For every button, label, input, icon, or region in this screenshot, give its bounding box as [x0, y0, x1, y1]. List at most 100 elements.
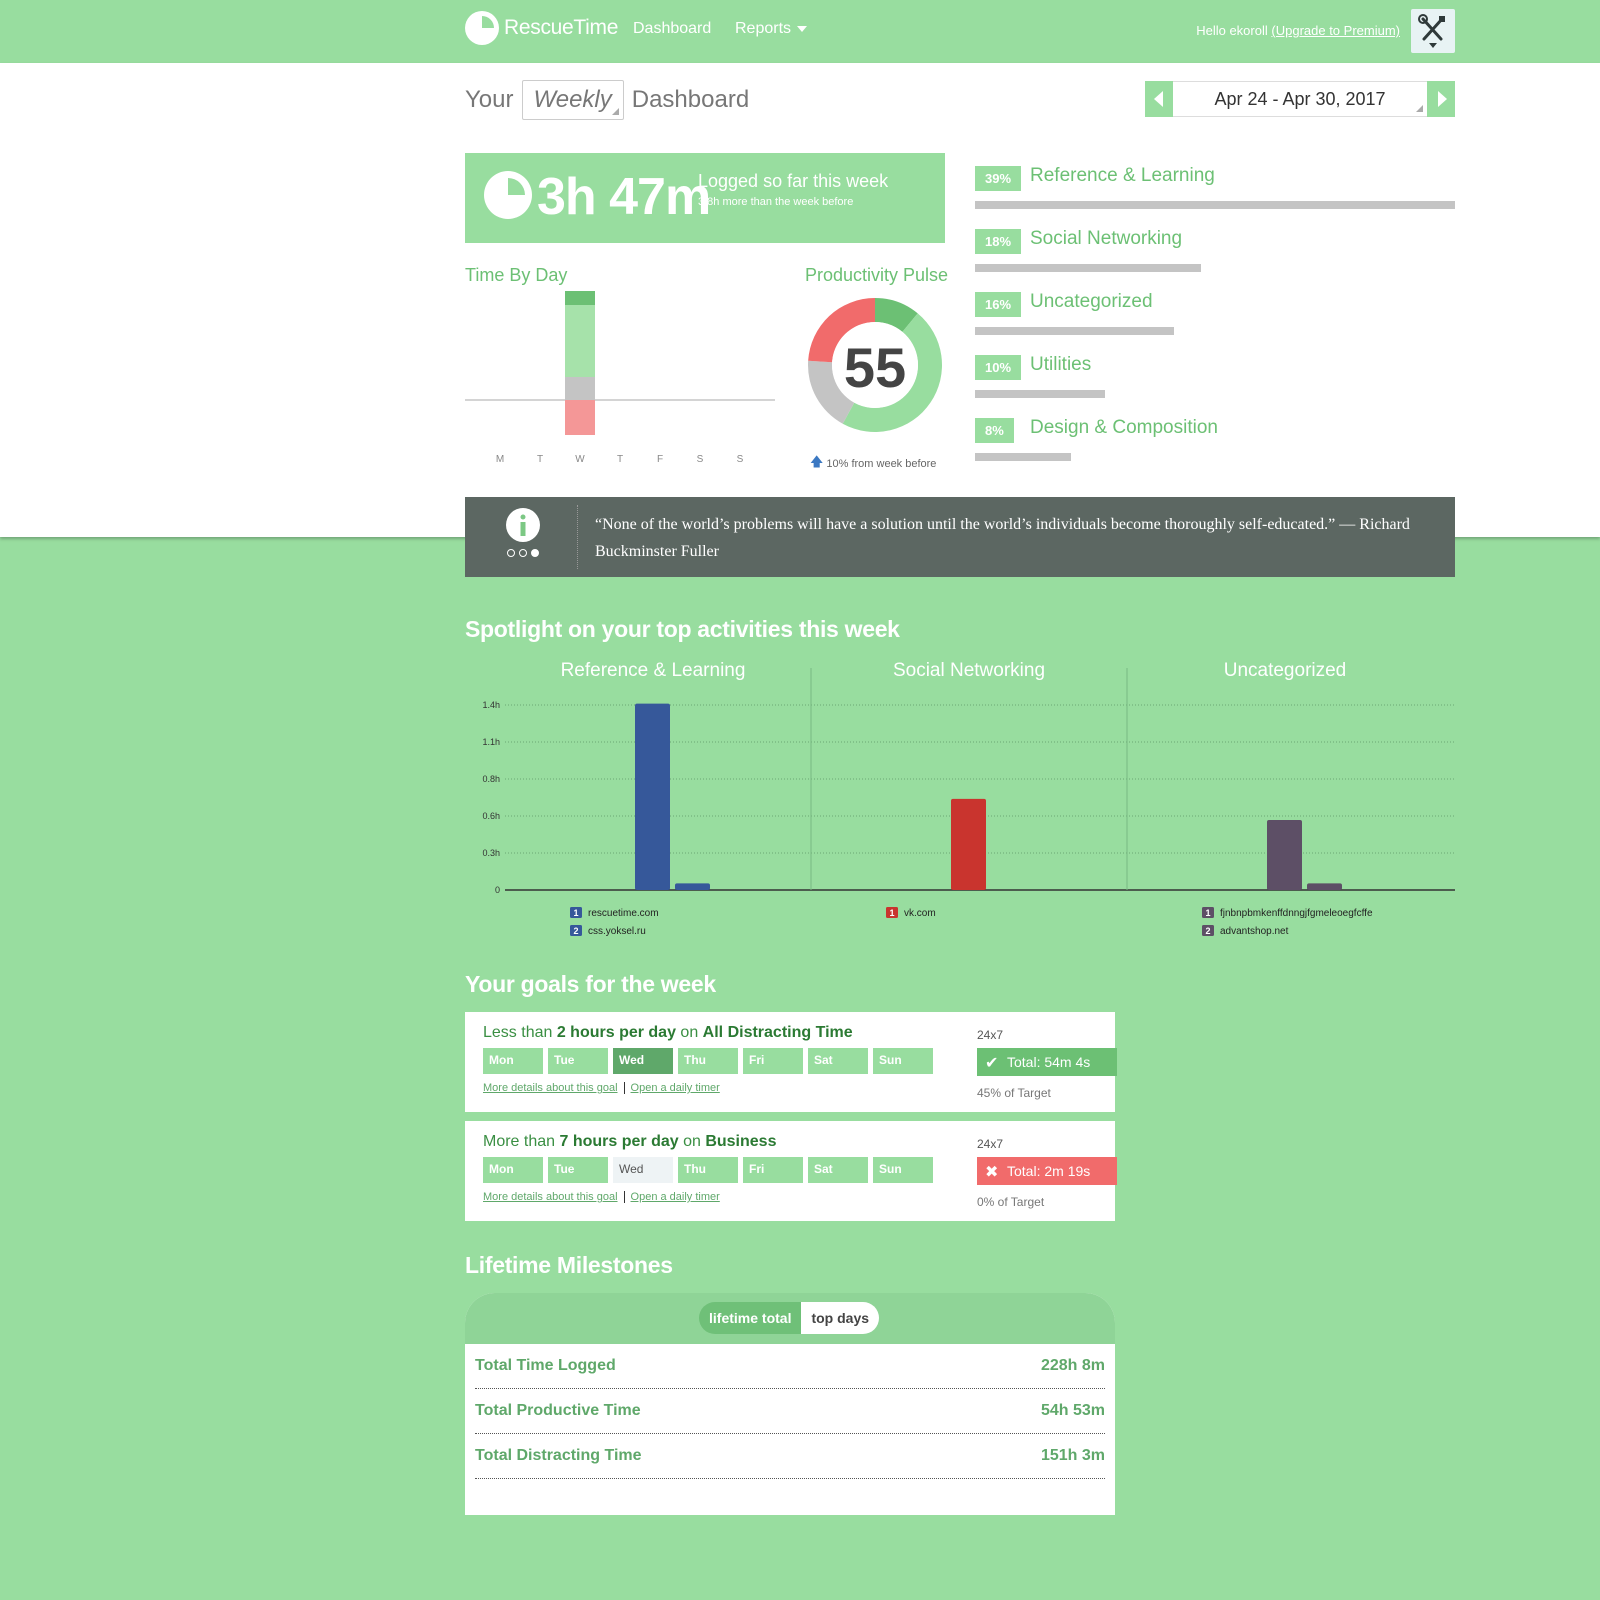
pulse-segment-productive[interactable]	[842, 313, 942, 432]
goal-target-category: All Distracting Time	[702, 1024, 853, 1041]
category-bar	[975, 390, 1105, 398]
goal-day-mon[interactable]: Mon	[483, 1048, 543, 1074]
day-label-tue: T	[537, 454, 543, 465]
date-range-select[interactable]: Apr 24 - Apr 30, 2017	[1173, 81, 1427, 117]
activity-bar[interactable]	[635, 703, 670, 890]
wed-very-productive-bar[interactable]	[565, 291, 595, 305]
goal-day-thu[interactable]: Thu	[678, 1157, 738, 1183]
day-label-thu: T	[617, 454, 623, 465]
milestone-value: 151h 3m	[1040, 1447, 1105, 1464]
category-row[interactable]: 8% Design & Composition	[975, 416, 1455, 479]
milestone-row: Total Productive Time 54h 53m	[475, 1389, 1105, 1434]
category-name: Social Networking	[1030, 228, 1183, 249]
legend-swatch	[570, 925, 582, 936]
activity-bar[interactable]	[1307, 883, 1342, 890]
goal-day-fri[interactable]: Fri	[743, 1157, 803, 1183]
productivity-pulse-donut[interactable]	[805, 295, 945, 435]
tab-top-days[interactable]: top days	[801, 1302, 880, 1334]
milestone-row: Total Distracting Time 151h 3m	[475, 1434, 1105, 1479]
legend-rank: 2	[1205, 926, 1210, 936]
daily-timer-link[interactable]: Open a daily timer	[630, 1191, 720, 1203]
previous-week-button[interactable]	[1145, 81, 1173, 117]
legend-rank: 1	[889, 908, 894, 918]
goal-day-tue[interactable]: Tue	[548, 1048, 608, 1074]
time-logged-summary[interactable]: 3h 47m Logged so far this week 3.8h more…	[465, 153, 945, 243]
settings-button[interactable]	[1411, 9, 1455, 53]
rescuetime-logo[interactable]: RescueTime	[464, 10, 618, 46]
pulse-segment-very-productive[interactable]	[875, 298, 918, 332]
legend-label[interactable]: fjnbnpbmkenffdnngjfgmeleoegfcffe	[1220, 908, 1373, 919]
legend-label[interactable]: vk.com	[904, 908, 936, 919]
day-label-mon: M	[496, 454, 504, 465]
goal-day-sat[interactable]: Sat	[808, 1048, 868, 1074]
y-tick-label: 0.3h	[482, 848, 500, 858]
logged-time-value: 3h 47m	[537, 168, 711, 226]
daily-timer-link[interactable]: Open a daily timer	[630, 1082, 720, 1094]
goal-day-fri[interactable]: Fri	[743, 1048, 803, 1074]
category-row[interactable]: 39% Reference & Learning	[975, 164, 1455, 227]
goal-day-sat[interactable]: Sat	[808, 1157, 868, 1183]
greeting-text: Hello ekoroll	[1196, 23, 1268, 38]
wed-productive-bar[interactable]	[565, 305, 595, 377]
category-name: Design & Composition	[1030, 417, 1218, 438]
top-categories-list: 39% Reference & Learning 18% Social Netw…	[975, 164, 1455, 479]
legend-label[interactable]: rescuetime.com	[588, 908, 659, 919]
pulse-center	[832, 322, 918, 408]
goal-details-link[interactable]: More details about this goal	[483, 1191, 618, 1203]
milestones-header: lifetime total top days	[465, 1293, 1115, 1344]
nav-reports[interactable]: Reports	[735, 20, 808, 38]
quote-pager	[507, 549, 539, 557]
quote-page-dot[interactable]	[531, 549, 539, 557]
activity-bar[interactable]	[675, 883, 710, 890]
goal-details-link[interactable]: More details about this goal	[483, 1082, 618, 1094]
next-week-button[interactable]	[1427, 81, 1455, 117]
y-tick-label: 0	[495, 885, 500, 895]
category-name: Uncategorized	[1030, 291, 1153, 312]
upgrade-link[interactable]: (Upgrade to Premium)	[1271, 23, 1400, 38]
wed-distracting-bar[interactable]	[565, 400, 595, 435]
period-select-value: Weekly	[533, 86, 612, 113]
nav-dashboard[interactable]: Dashboard	[633, 20, 712, 37]
y-tick-label: 0.8h	[482, 774, 500, 784]
category-row[interactable]: 16% Uncategorized	[975, 290, 1455, 353]
legend-label[interactable]: css.yoksel.ru	[588, 926, 646, 937]
spotlight-heading: Spotlight on your top activities this we…	[465, 616, 900, 642]
day-label-wed: W	[575, 454, 585, 465]
goal-day-thu[interactable]: Thu	[678, 1048, 738, 1074]
goal-day-wed[interactable]: Wed	[613, 1157, 673, 1183]
category-name: Reference & Learning	[1030, 165, 1215, 186]
goal-day-mon[interactable]: Mon	[483, 1157, 543, 1183]
user-greeting: Hello ekoroll (Upgrade to Premium)	[1196, 23, 1400, 38]
goal-day-sun[interactable]: Sun	[873, 1157, 933, 1183]
goal-description: Less than 2 hours per day on All Distrac…	[483, 1024, 853, 1042]
legend-label[interactable]: advantshop.net	[1220, 926, 1289, 937]
pulse-segment-distracting[interactable]	[808, 298, 875, 363]
activity-bar[interactable]	[1267, 819, 1302, 890]
category-row[interactable]: 10% Utilities	[975, 353, 1455, 416]
legend-rank: 2	[573, 926, 578, 936]
milestones-panel: lifetime total top days Total Time Logge…	[465, 1293, 1115, 1515]
quote-page-dot[interactable]	[519, 549, 527, 557]
top-navigation-bar: RescueTime Dashboard Reports Hello ekoro…	[0, 0, 1600, 63]
goal-total-badge: ✖ Total: 2m 19s	[977, 1157, 1117, 1185]
goal-day-tue[interactable]: Tue	[548, 1157, 608, 1183]
pulse-change: 🡅 10% from week before	[810, 453, 936, 475]
arrow-up-icon: 🡅	[810, 454, 824, 469]
y-tick-label: 1.4h	[482, 700, 500, 710]
goal-day-sun[interactable]: Sun	[873, 1048, 933, 1074]
logged-time-comparison: 3.8h more than the week before	[698, 196, 854, 208]
divider	[623, 1191, 625, 1203]
pulse-segment-neutral[interactable]	[808, 360, 855, 424]
category-row[interactable]: 18% Social Networking	[975, 227, 1455, 290]
quote-page-dot[interactable]	[507, 549, 515, 557]
period-select[interactable]: Weekly	[521, 80, 624, 120]
tab-lifetime-total[interactable]: lifetime total	[699, 1302, 802, 1334]
wed-neutral-bar[interactable]	[565, 377, 595, 400]
goal-description: More than 7 hours per day on Business	[483, 1133, 776, 1151]
resize-corner-icon	[611, 108, 619, 115]
quote-banner: “None of the world’s problems will have …	[465, 497, 1455, 577]
nav-reports-label: Reports	[735, 20, 792, 37]
activity-bar[interactable]	[951, 798, 986, 890]
goal-day-wed[interactable]: Wed	[613, 1048, 673, 1074]
time-by-day-chart[interactable]: M T W T F S S	[465, 285, 775, 470]
